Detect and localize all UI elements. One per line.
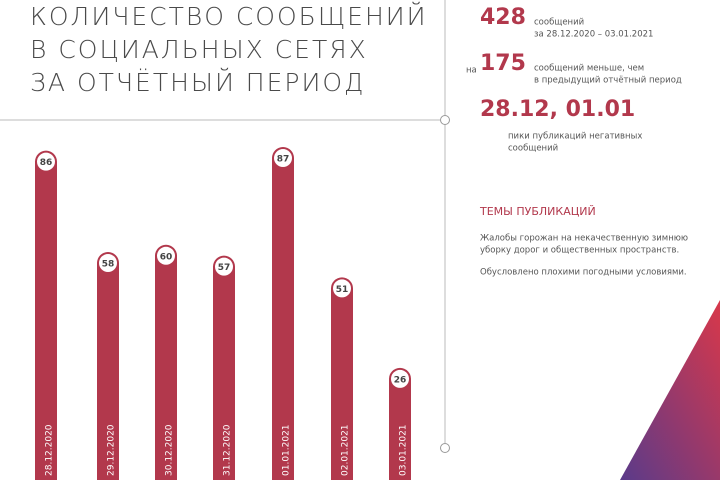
data-label: 26 — [394, 375, 407, 385]
bar — [389, 367, 411, 480]
stat-number: 28.12, 01.01 — [480, 97, 635, 122]
bar — [155, 244, 177, 480]
topic-text: Жалобы горожан на некачественную зимнюю — [480, 234, 688, 244]
data-label: 86 — [40, 158, 53, 168]
value-badge — [333, 279, 351, 298]
stat-prefix: на — [466, 66, 477, 76]
chart-title: В СОЦИАЛЬНЫХ СЕТЯХ — [30, 35, 368, 64]
bar — [272, 147, 294, 480]
x-tick-label: 02.01.2021 — [341, 424, 351, 476]
x-tick-label: 03.01.2021 — [399, 424, 409, 476]
value-badge — [157, 246, 175, 265]
topic-text: уборку дорог и общественных пространств. — [480, 246, 679, 256]
data-label: 60 — [160, 252, 173, 262]
chart-title: ЗА ОТЧЁТНЫЙ ПЕРИОД — [30, 68, 365, 97]
stat-text: сообщений — [508, 144, 558, 154]
value-badge — [391, 369, 409, 388]
bar — [35, 150, 57, 480]
stat-number: 175 — [480, 51, 526, 76]
stat-text: сообщений меньше, чем — [534, 64, 644, 74]
stat-number: 428 — [480, 5, 526, 30]
data-label: 51 — [336, 285, 349, 295]
divider-node — [440, 115, 450, 125]
stat-text: сообщений — [534, 18, 584, 28]
bar — [331, 277, 353, 480]
decor-triangle — [620, 300, 720, 480]
value-badge — [37, 152, 55, 171]
divider-node — [440, 443, 450, 453]
x-tick-label: 28.12.2020 — [45, 424, 55, 476]
x-tick-label: 01.01.2021 — [282, 424, 292, 476]
data-label: 87 — [277, 155, 290, 165]
chart-title: КОЛИЧЕСТВО СООБЩЕНИЙ — [30, 2, 428, 31]
x-tick-label: 30.12.2020 — [165, 424, 175, 476]
topics-heading: ТЕМЫ ПУБЛИКАЦИЙ — [479, 205, 596, 218]
content: КОЛИЧЕСТВО СООБЩЕНИЙ В СОЦИАЛЬНЫХ СЕТЯХ ЗА… — [30, 2, 688, 480]
stat-text: за 28.12.2020 – 03.01.2021 — [534, 30, 653, 40]
value-badge — [274, 149, 292, 168]
bar — [213, 255, 235, 480]
value-badge — [215, 257, 233, 276]
topic-text: Обусловлено плохими погодными условиями. — [480, 268, 687, 278]
value-badge — [99, 254, 117, 273]
data-label: 57 — [218, 263, 231, 273]
data-label: 58 — [102, 260, 115, 270]
x-tick-label: 29.12.2020 — [107, 424, 117, 476]
stat-text: в предыдущий отчётный период — [534, 76, 682, 86]
stat-text: пики публикаций негативных — [508, 132, 642, 142]
x-tick-label: 31.12.2020 — [223, 424, 233, 476]
bar — [97, 252, 119, 480]
